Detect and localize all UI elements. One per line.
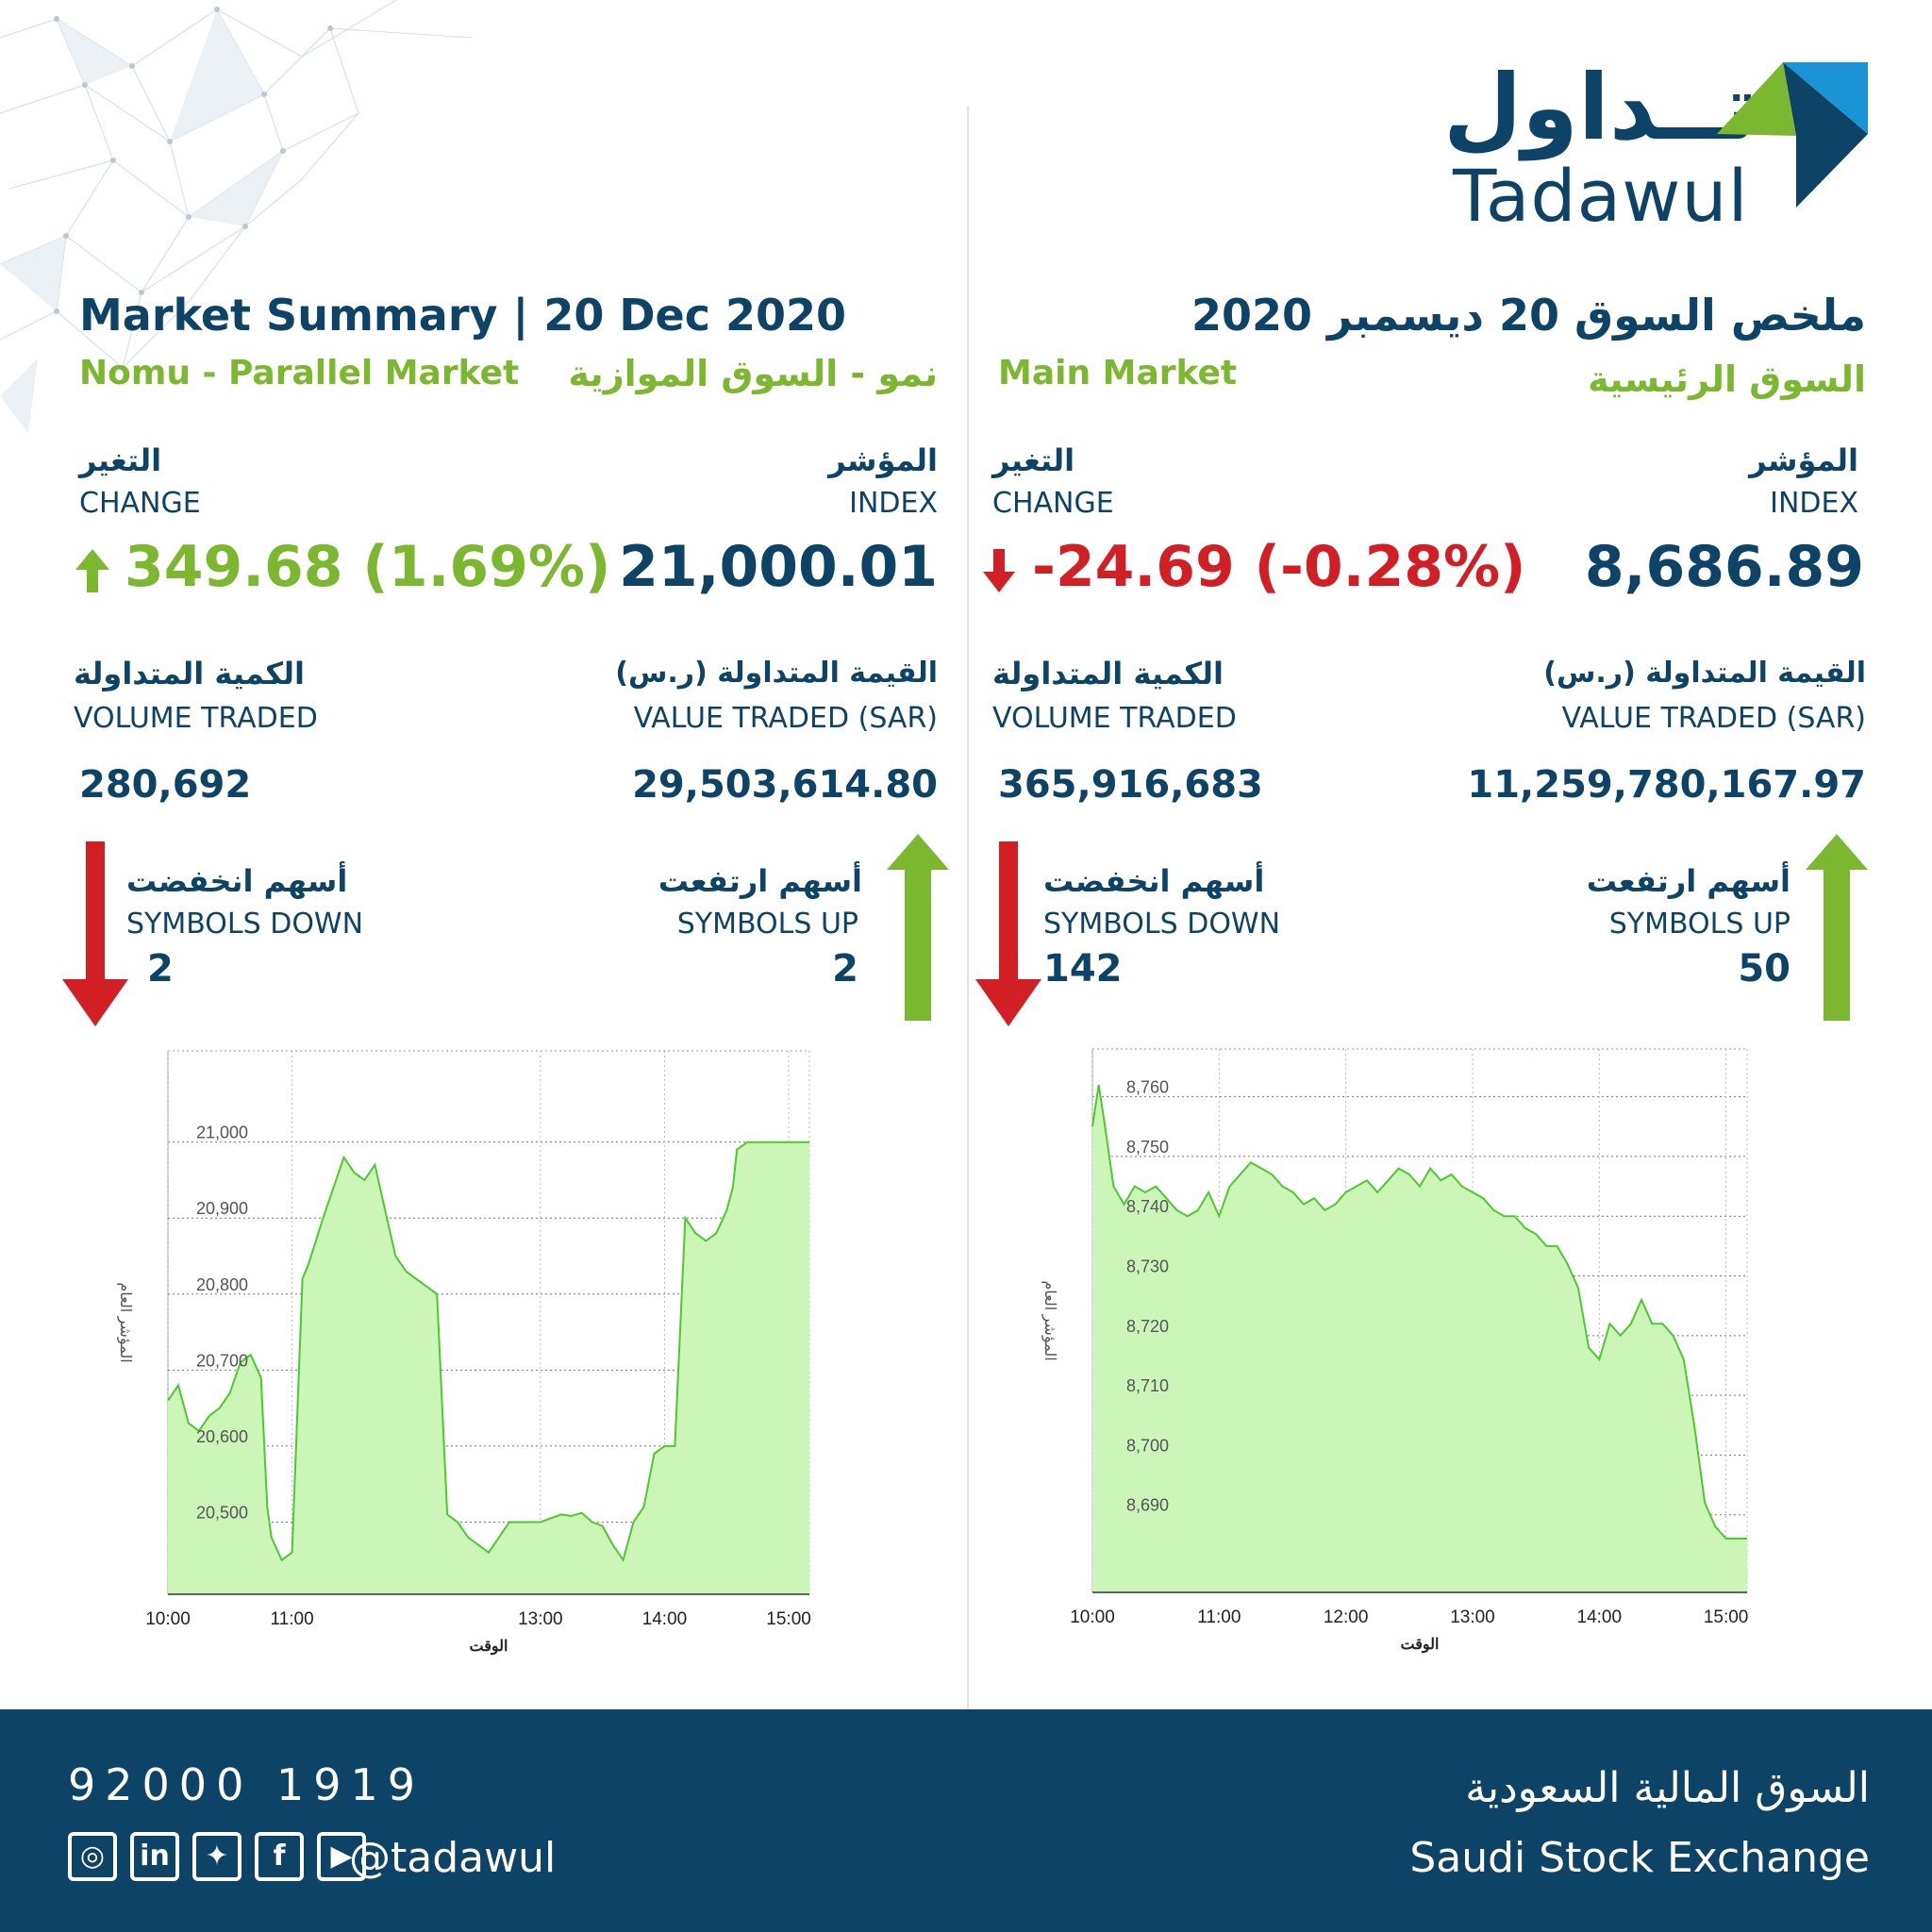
- nomu-market-name-ar: نمو - السوق الموازية: [568, 353, 938, 394]
- nomu-area-fill: [168, 1141, 809, 1594]
- column-divider: [967, 106, 969, 1709]
- main-index-chart: 8,690 8,700 8,710 8,720 8,730 8,740 8,750 8,760…: [1041, 1048, 1749, 1654]
- nomu-y-tick-label: 21,000: [196, 1124, 248, 1142]
- nomu-x-tick-label: 11:00: [271, 1609, 314, 1629]
- main-change-label-en: CHANGE: [992, 487, 1114, 520]
- main-x-tick-label: 11:00: [1197, 1607, 1241, 1627]
- main-index-label-ar: المؤشر: [1749, 442, 1858, 478]
- nomu-y-axis-title: المؤشر العام: [117, 1282, 133, 1362]
- footer-phone: 92000 1919: [68, 1759, 425, 1810]
- nomu-symbols-up-label-en: SYMBOLS UP: [676, 908, 858, 941]
- nomu-change-label-ar: التغير: [79, 442, 162, 478]
- main-value-label-en: VALUE TRADED (SAR): [1561, 702, 1866, 735]
- nomu-value-label-ar: القيمة المتداولة (ر.س): [615, 657, 938, 690]
- nomu-market-name-en: Nomu - Parallel Market: [79, 354, 520, 392]
- nomu-x-tick-label: 14:00: [642, 1609, 688, 1629]
- main-series-line: [1091, 1084, 1747, 1540]
- nomu-symbols-down-value: 2: [147, 947, 174, 991]
- main-market-name-ar: السوق الرئيسية: [1588, 358, 1866, 400]
- main-value-label-ar: القيمة المتداولة (ر.س): [1543, 657, 1866, 690]
- main-x-tick-label: 13:00: [1450, 1607, 1495, 1627]
- nomu-value-value: 29,503,614.80: [632, 763, 938, 807]
- footer-bar: 92000 1919 ◎ in ✦ f ▶ @tadawul السوق المالية…: [0, 1709, 1932, 1932]
- nomu-volume-value: 280,692: [79, 763, 252, 807]
- main-symbols-down-value: 142: [1043, 947, 1123, 991]
- linkedin-icon[interactable]: in: [130, 1832, 179, 1881]
- nomu-index-value: 21,000.01: [619, 534, 938, 600]
- nomu-y-tick-label: 20,800: [196, 1275, 248, 1294]
- main-volume-value: 365,916,683: [998, 763, 1263, 807]
- main-x-tick-label: 10:00: [1070, 1607, 1115, 1627]
- nomu-y-tick-label: 20,700: [196, 1351, 248, 1370]
- footer-exchange-ar: السوق المالية السعودية: [1465, 1764, 1870, 1812]
- main-area-fill: [1092, 1085, 1747, 1592]
- facebook-icon[interactable]: f: [255, 1832, 304, 1881]
- main-symbols-down-label-en: SYMBOLS DOWN: [1043, 908, 1281, 941]
- main-y-axis-title: المؤشر العام: [1041, 1280, 1058, 1360]
- nomu-symbols-down-arrow-icon: [62, 841, 128, 1026]
- nomu-change-value: 349.68 (1.69%): [125, 534, 611, 600]
- main-market-name-en: Main Market: [998, 354, 1238, 392]
- main-index-value: 8,686.89: [1584, 534, 1864, 600]
- nomu-volume-label-en: VOLUME TRADED: [74, 702, 318, 735]
- main-symbols-down-label-ar: أسهم انخفضت: [1043, 863, 1265, 899]
- nomu-change-label-en: CHANGE: [79, 487, 201, 520]
- instagram-icon[interactable]: ◎: [68, 1832, 117, 1881]
- main-y-tick-label: 8,710: [1126, 1376, 1169, 1395]
- main-x-tick-label: 12:00: [1324, 1607, 1369, 1627]
- nomu-index-chart: 20,500 20,600 20,700 20,800 20,900 21,000 10:0…: [117, 1050, 811, 1656]
- main-change-label-ar: التغير: [992, 442, 1075, 478]
- nomu-symbols-up-label-ar: أسهم ارتفعت: [658, 863, 862, 899]
- main-value-value: 11,259,780,167.97: [1467, 763, 1866, 807]
- main-y-tick-label: 8,730: [1126, 1257, 1169, 1276]
- main-symbols-down-arrow-icon: [975, 841, 1041, 1026]
- main-y-tick-label: 8,760: [1126, 1078, 1169, 1097]
- main-change-down-arrow-icon: [983, 549, 1015, 592]
- nomu-index-label-ar: المؤشر: [828, 442, 938, 478]
- tadawul-logo-icon: [1717, 62, 1868, 208]
- nomu-y-tick-label: 20,900: [196, 1199, 248, 1218]
- main-x-axis-title: الوقت: [1401, 1637, 1440, 1654]
- twitter-icon[interactable]: ✦: [192, 1832, 242, 1881]
- main-index-label-en: INDEX: [1770, 487, 1858, 520]
- main-symbols-up-label-ar: أسهم ارتفعت: [1586, 863, 1790, 899]
- nomu-symbols-down-label-en: SYMBOLS DOWN: [126, 908, 364, 941]
- youtube-icon[interactable]: ▶: [317, 1832, 366, 1881]
- main-x-tick-label: 14:00: [1577, 1607, 1623, 1627]
- nomu-series-line: [167, 1141, 809, 1563]
- nomu-x-tick-label: 13:00: [518, 1609, 563, 1629]
- social-icons-row: ◎ in ✦ f ▶: [68, 1832, 379, 1881]
- main-symbols-up-value: 50: [1738, 947, 1790, 991]
- main-volume-label-en: VOLUME TRADED: [992, 702, 1237, 735]
- nomu-y-tick-label: 20,500: [196, 1503, 248, 1522]
- nomu-symbols-down-label-ar: أسهم انخفضت: [126, 863, 348, 899]
- main-y-tick-label: 8,740: [1126, 1197, 1169, 1216]
- nomu-x-axis-title: الوقت: [470, 1639, 508, 1656]
- main-x-tick-label: 15:00: [1704, 1607, 1749, 1627]
- footer-handle[interactable]: @tadawul: [349, 1834, 557, 1882]
- nomu-index-label-en: INDEX: [849, 487, 938, 520]
- logo-latin-text: Tadawul: [1453, 154, 1749, 238]
- logo-arabic-text: تــداول: [1443, 55, 1757, 160]
- decorative-network-pattern: [0, 0, 473, 434]
- main-volume-label-ar: الكمية المتداولة: [992, 656, 1224, 691]
- main-y-tick-label: 8,720: [1126, 1317, 1169, 1336]
- title-arabic: ملخص السوق 20 ديسمبر 2020: [1191, 290, 1866, 341]
- main-symbols-up-label-en: SYMBOLS UP: [1608, 908, 1790, 941]
- title-english: Market Summary | 20 Dec 2020: [79, 290, 847, 341]
- main-y-tick-label: 8,750: [1126, 1138, 1169, 1157]
- nomu-change-up-arrow-icon: [75, 549, 109, 592]
- footer-exchange-en: Saudi Stock Exchange: [1409, 1834, 1870, 1882]
- nomu-volume-label-ar: الكمية المتداولة: [74, 656, 305, 691]
- nomu-x-tick-label: 10:00: [145, 1609, 191, 1629]
- nomu-symbols-up-arrow-icon: [887, 834, 949, 1021]
- main-y-tick-label: 8,700: [1126, 1436, 1169, 1455]
- main-y-tick-label: 8,690: [1126, 1496, 1169, 1515]
- main-symbols-up-arrow-icon: [1806, 834, 1868, 1021]
- nomu-x-tick-label: 15:00: [766, 1609, 811, 1629]
- nomu-value-label-en: VALUE TRADED (SAR): [633, 702, 938, 735]
- nomu-y-tick-label: 20,600: [196, 1427, 248, 1446]
- nomu-symbols-up-value: 2: [832, 947, 858, 991]
- main-change-value: -24.69 (-0.28%): [1032, 534, 1526, 600]
